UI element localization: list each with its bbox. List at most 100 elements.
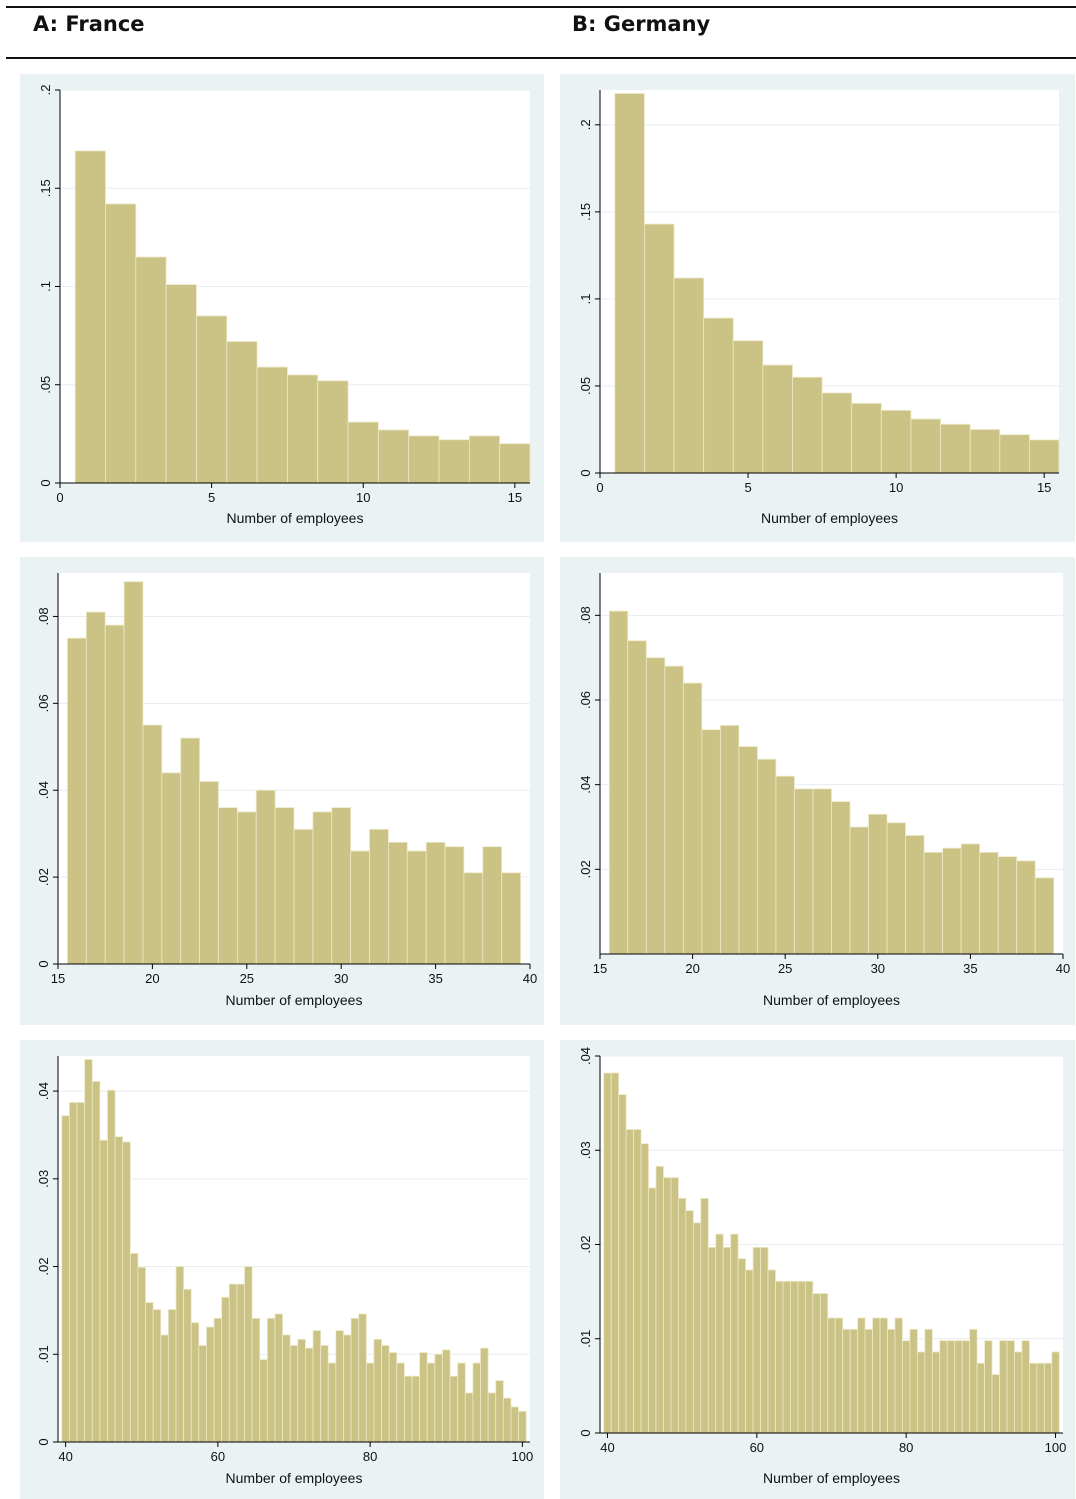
y-tick-label: .03 <box>36 1170 51 1188</box>
x-tick-label: 25 <box>778 961 792 976</box>
histogram-bar <box>482 846 503 965</box>
y-tick-label: 0 <box>578 1429 593 1436</box>
histogram-bar <box>218 807 238 965</box>
histogram-bar <box>438 439 470 484</box>
y-tick-label: .01 <box>36 1345 51 1363</box>
histogram-bar <box>703 317 734 474</box>
histogram-bar <box>104 624 125 965</box>
histogram-bar <box>1006 1340 1015 1434</box>
x-axis-title: Number of employees <box>226 992 363 1008</box>
histogram-bar <box>317 380 349 484</box>
histogram-bar <box>942 847 962 955</box>
histogram-bar <box>266 1317 276 1443</box>
histogram-bar <box>387 841 408 965</box>
x-tick-label: 30 <box>334 971 348 986</box>
histogram-bar <box>645 657 666 955</box>
histogram-bar <box>812 788 832 955</box>
x-axis-title: Number of employees <box>226 1470 363 1486</box>
histogram-bar <box>388 1352 398 1443</box>
histogram-bar <box>738 746 758 955</box>
histogram-bar <box>190 1322 200 1443</box>
histogram-bar <box>909 1328 918 1434</box>
panel-a-title: A: France <box>33 12 145 36</box>
histogram-bar <box>931 1351 941 1434</box>
histogram-bar <box>1051 1351 1060 1434</box>
histogram-bar <box>762 364 793 474</box>
histogram-bar <box>213 1317 223 1443</box>
histogram-bar <box>1028 1362 1038 1434</box>
y-tick-label: 0 <box>578 469 593 476</box>
histogram-bar <box>910 418 941 474</box>
histogram-bar <box>670 1177 679 1434</box>
histogram-bar <box>685 1210 694 1434</box>
histogram-bar <box>105 203 137 484</box>
histogram-bar <box>365 1362 375 1443</box>
histogram-bar <box>1021 1340 1030 1434</box>
histogram-bar <box>137 1267 146 1443</box>
histogram-bar <box>502 1397 512 1443</box>
x-tick-label: 40 <box>58 1449 72 1464</box>
x-tick-label: 5 <box>744 480 751 495</box>
y-tick-label: .04 <box>36 1082 51 1100</box>
histogram-bar <box>501 872 521 965</box>
histogram-bar <box>228 1283 238 1443</box>
histogram-bar <box>67 637 87 965</box>
histogram-bar <box>69 1102 78 1443</box>
histogram-bar <box>274 1313 283 1443</box>
histogram-bar <box>827 1317 836 1434</box>
x-tick-label: 10 <box>356 490 370 505</box>
histogram-bar <box>916 1351 926 1434</box>
histogram-bar <box>76 1102 86 1443</box>
histogram-bar <box>819 1293 829 1434</box>
histogram-bar <box>976 1362 985 1434</box>
histogram-bar <box>610 1072 620 1434</box>
histogram-bar <box>293 828 314 965</box>
panel-b-title: B: Germany <box>572 12 711 36</box>
histogram-bar <box>940 423 971 474</box>
histogram-bar <box>198 1345 207 1443</box>
histogram-bar <box>627 640 647 955</box>
histogram-bar <box>618 1094 627 1434</box>
x-tick-label: 15 <box>51 971 65 986</box>
y-tick-label: .04 <box>36 781 51 799</box>
histogram-bar <box>894 1317 903 1434</box>
histogram-bar <box>259 1359 268 1443</box>
histogram-bar <box>287 374 319 484</box>
histogram-bar <box>236 811 257 965</box>
histogram-bar <box>1034 877 1055 955</box>
x-tick-label: 10 <box>889 480 903 495</box>
histogram-bar <box>775 775 795 955</box>
histogram-bar <box>499 443 531 484</box>
histogram-bar <box>152 1309 162 1443</box>
histogram-bar <box>442 1349 451 1443</box>
histogram-bar <box>381 1345 390 1443</box>
y-tick-label: .08 <box>36 607 51 625</box>
y-tick-label: .15 <box>578 203 593 221</box>
y-tick-label: .15 <box>38 179 53 197</box>
histogram-bar <box>145 1302 154 1443</box>
chart-svg: 0 .05 .1 .15 .2 0 5 10 15 Number of employees <box>38 85 531 526</box>
histogram-bar <box>84 1059 93 1443</box>
histogram-bar <box>946 1340 956 1434</box>
y-tick-label: .04 <box>578 776 593 794</box>
histogram-bar <box>510 1406 519 1443</box>
y-tick-label: .05 <box>38 376 53 394</box>
histogram-bar <box>449 1375 459 1443</box>
histogram-bar <box>760 1246 769 1434</box>
histogram-bar <box>999 1340 1008 1434</box>
histogram-bar <box>297 1338 306 1443</box>
histogram-bar <box>664 665 684 955</box>
histogram-bar <box>644 223 675 474</box>
histogram-bar <box>673 277 705 474</box>
histogram-bar <box>969 429 1001 474</box>
chart-svg: 0 .05 .1 .15 .2 0 5 10 15 Number of employees <box>578 90 1060 526</box>
histogram-bar <box>701 729 721 955</box>
x-tick-label: 80 <box>363 1449 377 1464</box>
histogram-bar <box>396 1362 405 1443</box>
histogram-bar <box>457 1362 466 1443</box>
histogram-bar <box>403 1375 413 1443</box>
y-tick-label: 0 <box>36 1438 51 1445</box>
histogram-bar <box>722 1246 732 1434</box>
histogram-bar <box>377 429 410 484</box>
chart-svg: 0 .02 .04 .06 .08 15 20 25 30 35 40 Number of emplo… <box>36 573 537 1008</box>
